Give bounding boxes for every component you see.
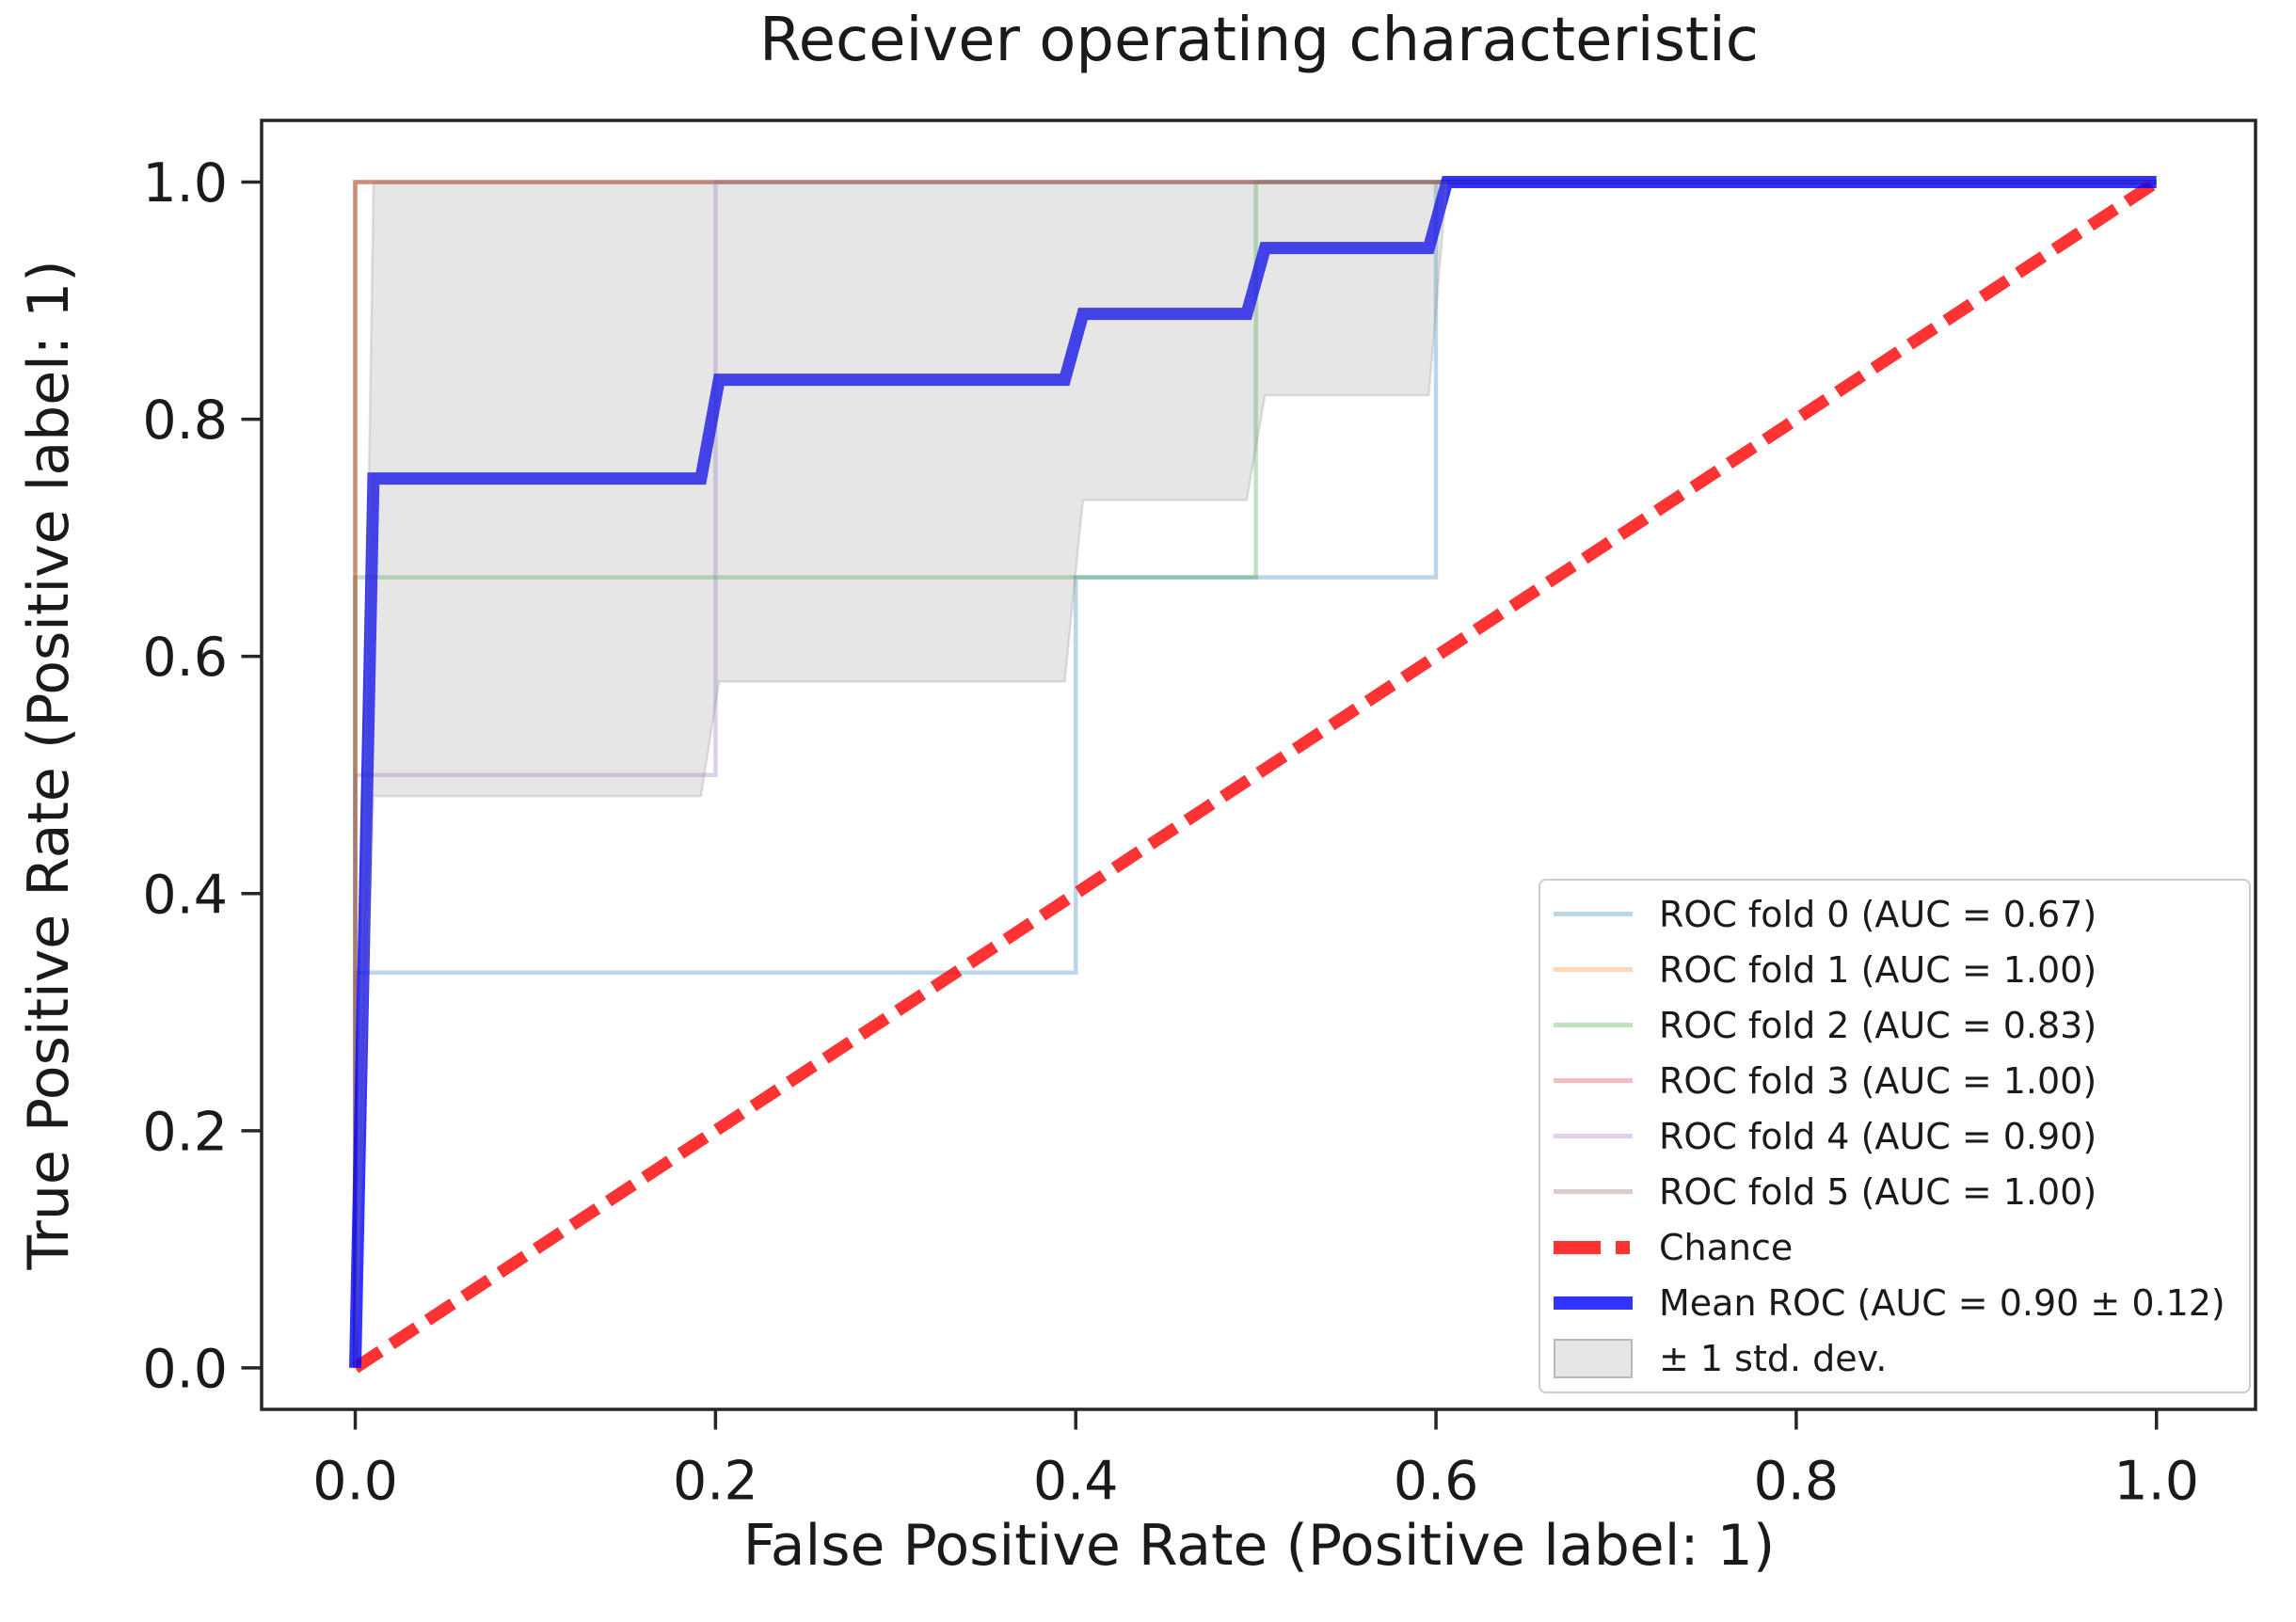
std-dev-band xyxy=(354,181,2157,1368)
legend-swatch-roc-fold-3 xyxy=(1554,1078,1633,1083)
y-tick-label-0.2: 0.2 xyxy=(142,1101,228,1163)
legend-item-roc-fold-2: ROC fold 2 (AUC = 0.83) xyxy=(1554,997,2249,1053)
legend-swatch-shape xyxy=(1554,1023,1633,1027)
legend-swatch-shape xyxy=(1554,1134,1633,1138)
legend-swatch-shape xyxy=(1554,1189,1633,1194)
roc-fold-0-line xyxy=(353,180,2157,1368)
legend-swatch-roc-fold-0 xyxy=(1554,912,1633,916)
legend-label: ROC fold 5 (AUC = 1.00) xyxy=(1659,1170,2097,1213)
legend-label: Chance xyxy=(1659,1226,1794,1268)
legend-item-roc-fold-4: ROC fold 4 (AUC = 0.90) xyxy=(1554,1108,2249,1164)
y-tick-label-0.4: 0.4 xyxy=(142,864,228,926)
x-tick-label-0.6: 0.6 xyxy=(1394,1451,1479,1513)
x-axis-label: False Positive Rate (Positive label: 1) xyxy=(742,1513,1776,1579)
legend-label: ROC fold 4 (AUC = 0.90) xyxy=(1659,1115,2097,1157)
legend-item-mean-roc: Mean ROC (AUC = 0.90 ± 0.12) xyxy=(1554,1275,2249,1330)
legend: ROC fold 0 (AUC = 0.67) ROC fold 1 (AUC … xyxy=(1539,879,2251,1393)
y-tick-label-0.6: 0.6 xyxy=(142,627,228,689)
chart-title: Receiver operating characteristic xyxy=(759,6,1759,75)
legend-swatch-shape xyxy=(1554,1338,1633,1378)
legend-swatch-roc-fold-4 xyxy=(1554,1134,1633,1138)
legend-swatch-roc-fold-1 xyxy=(1554,967,1633,972)
legend-swatch-roc-fold-5 xyxy=(1554,1189,1633,1194)
x-tick-label-1.0: 1.0 xyxy=(2113,1451,2199,1513)
legend-swatch-shape xyxy=(1554,1240,1601,1254)
y-tick-label-0.8: 0.8 xyxy=(142,390,228,452)
legend-swatch-roc-fold-2 xyxy=(1554,1023,1633,1027)
legend-label: Mean ROC (AUC = 0.90 ± 0.12) xyxy=(1659,1281,2225,1324)
legend-swatch-shape xyxy=(1554,1296,1633,1310)
x-tick-label-0.8: 0.8 xyxy=(1754,1451,1840,1513)
mean-roc-line xyxy=(349,176,2157,1369)
axes-spines xyxy=(260,119,2257,1411)
legend-swatch-shape xyxy=(1554,967,1633,972)
legend-item-roc-fold-3: ROC fold 3 (AUC = 1.00) xyxy=(1554,1053,2249,1108)
legend-swatch-shape xyxy=(1554,912,1633,916)
legend-swatch-std-dev xyxy=(1554,1338,1633,1378)
y-tick-label-0.0: 0.0 xyxy=(142,1338,228,1400)
legend-label: ROC fold 3 (AUC = 1.00) xyxy=(1659,1059,2097,1102)
legend-item-chance: Chance xyxy=(1554,1219,2249,1275)
legend-swatch-chance xyxy=(1554,1240,1633,1254)
y-tick-label-1.0: 1.0 xyxy=(142,152,228,215)
chance-line xyxy=(351,177,2160,1374)
legend-swatch-shape xyxy=(1554,1078,1633,1083)
legend-item-roc-fold-1: ROC fold 1 (AUC = 1.00) xyxy=(1554,942,2249,997)
legend-item-std-dev: ± 1 std. dev. xyxy=(1554,1330,2249,1386)
legend-swatch-mean-roc xyxy=(1554,1296,1633,1310)
legend-label: ROC fold 0 (AUC = 0.67) xyxy=(1659,893,2097,935)
legend-label: ± 1 std. dev. xyxy=(1659,1337,1888,1379)
x-tick-label-0.0: 0.0 xyxy=(312,1451,398,1513)
legend-label: ROC fold 1 (AUC = 1.00) xyxy=(1659,948,2097,991)
x-tick-label-0.2: 0.2 xyxy=(673,1451,758,1513)
legend-item-roc-fold-0: ROC fold 0 (AUC = 0.67) xyxy=(1554,886,2249,942)
legend-label: ROC fold 2 (AUC = 0.83) xyxy=(1659,1004,2097,1046)
legend-item-roc-fold-5: ROC fold 5 (AUC = 1.00) xyxy=(1554,1164,2249,1219)
x-tick-label-0.4: 0.4 xyxy=(1033,1451,1119,1513)
legend-swatch-shape xyxy=(1616,1240,1630,1254)
roc-fold-4-line xyxy=(353,180,2157,1368)
